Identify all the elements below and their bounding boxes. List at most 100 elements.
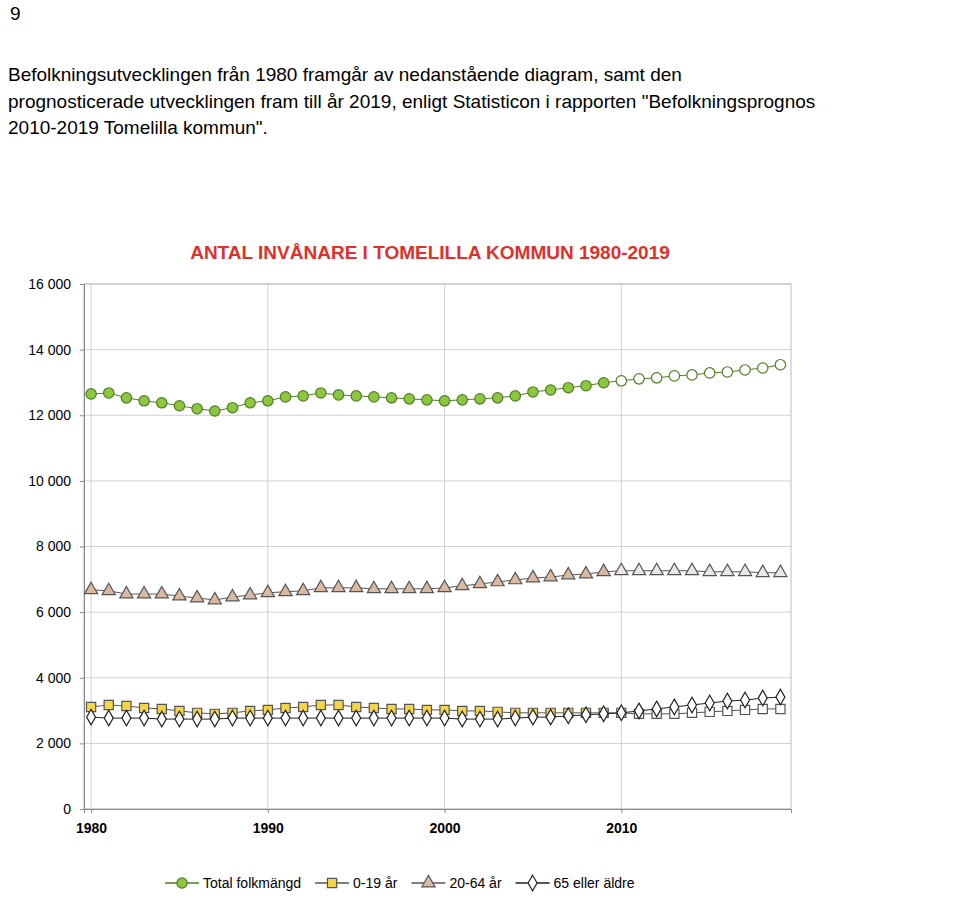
marker [440, 710, 449, 726]
tick-mark [80, 481, 84, 482]
marker [721, 564, 734, 575]
marker [122, 710, 131, 726]
marker [280, 392, 290, 402]
marker [687, 370, 697, 380]
marker [403, 581, 416, 592]
tick: 1980 [76, 809, 107, 836]
grid-line [84, 677, 791, 678]
legend-marker [422, 875, 435, 886]
marker [332, 580, 345, 591]
marker [438, 580, 451, 591]
marker [493, 711, 502, 727]
marker [669, 371, 679, 381]
legend-label: 0-19 år [353, 875, 398, 891]
grid-line [91, 284, 92, 809]
tick: 4 000 [36, 670, 84, 686]
marker [544, 569, 557, 580]
tick: 6 000 [36, 604, 84, 620]
marker [192, 403, 202, 413]
tick: 2 000 [36, 735, 84, 751]
marker [422, 710, 431, 726]
marker [475, 394, 485, 404]
marker [404, 394, 414, 404]
marker [385, 581, 398, 592]
paragraph-line: 2010-2019 Tomelilla kommun". [8, 117, 268, 138]
tick-label: 8 000 [36, 538, 71, 554]
grid-line [84, 349, 791, 350]
marker [598, 378, 608, 388]
tick: 16 000 [28, 276, 84, 292]
tick-mark [80, 809, 84, 810]
marker [316, 710, 325, 726]
marker [511, 710, 520, 726]
marker [174, 401, 184, 411]
marker [210, 406, 220, 416]
marker [157, 711, 166, 727]
tick-mark [268, 809, 269, 813]
marker [563, 382, 573, 392]
marker [86, 389, 96, 399]
marker [581, 381, 591, 391]
marker [84, 582, 97, 593]
tick-mark [91, 809, 92, 813]
tick-mark [80, 284, 84, 285]
grid-line [84, 743, 791, 744]
tick-mark [621, 809, 622, 813]
marker [491, 574, 504, 585]
marker [173, 588, 186, 599]
tick-label: 1990 [253, 820, 284, 836]
marker [104, 700, 113, 709]
page-number: 9 [10, 3, 21, 24]
marker [316, 388, 326, 398]
legend-marker [528, 875, 537, 891]
marker [334, 710, 343, 726]
marker [652, 701, 661, 717]
legend-item: 20-64 år [411, 875, 501, 891]
marker [298, 391, 308, 401]
marker [688, 697, 697, 713]
tick: 10 000 [28, 473, 84, 489]
marker [774, 565, 787, 576]
marker [316, 700, 325, 709]
grid-line [267, 284, 268, 809]
marker [386, 393, 396, 403]
marker [405, 710, 414, 726]
marker [458, 711, 467, 727]
marker [157, 398, 167, 408]
tick-label: 0 [63, 801, 71, 817]
tick: 1990 [253, 809, 284, 836]
paragraph-line: Befolkningsutvecklingen från 1980 framgå… [8, 64, 682, 85]
grid [84, 284, 791, 809]
marker [741, 692, 750, 708]
marker [670, 699, 679, 715]
marker [104, 388, 114, 398]
legend-label: Total folkmängd [203, 875, 301, 891]
marker [102, 583, 115, 594]
marker [87, 709, 96, 725]
marker [369, 392, 379, 402]
marker [263, 396, 273, 406]
tick-mark [80, 415, 84, 416]
grid-line [84, 546, 791, 547]
marker [756, 565, 769, 576]
marker [121, 393, 131, 403]
tick-label: 16 000 [28, 276, 71, 292]
marker [350, 580, 363, 591]
tick: 8 000 [36, 538, 84, 554]
tick-label: 4 000 [36, 670, 71, 686]
tick: 2000 [429, 809, 460, 836]
tick: 2010 [606, 809, 637, 836]
tick-label: 2 000 [36, 735, 71, 751]
marker [226, 589, 239, 600]
tick-mark [80, 547, 84, 548]
marker [634, 374, 644, 384]
marker [456, 578, 469, 589]
grid-line [84, 612, 791, 613]
marker [703, 564, 716, 575]
x-axis: 1980 1990 2000 2010 [76, 809, 792, 836]
legend-label: 20-64 år [449, 875, 501, 891]
marker [352, 710, 361, 726]
marker [140, 710, 149, 726]
marker [599, 706, 608, 722]
marker [261, 585, 274, 596]
